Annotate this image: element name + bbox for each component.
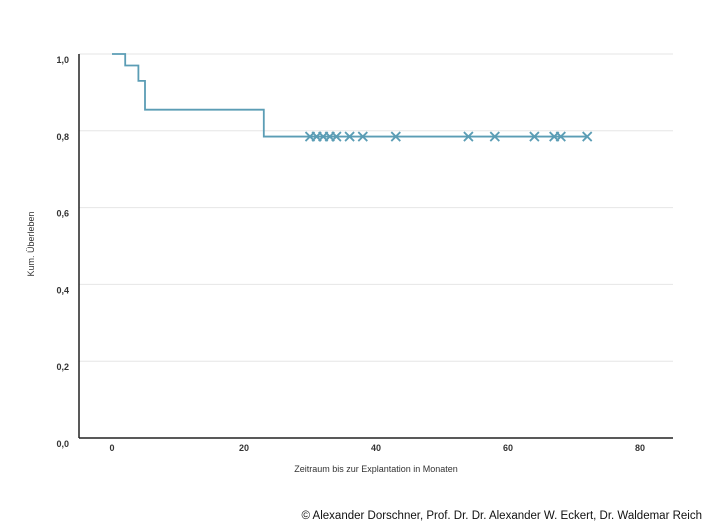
y-tick-label: 1,0 xyxy=(56,55,69,65)
x-tick-labels: 0 20 40 60 80 xyxy=(109,443,645,453)
y-tick-label: 0,6 xyxy=(56,209,69,219)
censor-mark xyxy=(390,131,401,142)
y-axis-title: Kum. Überleben xyxy=(26,211,36,276)
y-tick-label: 0,2 xyxy=(56,362,69,372)
series-group xyxy=(112,53,593,142)
x-tick-label: 20 xyxy=(239,443,249,453)
censor-mark xyxy=(357,131,368,142)
y-tick-labels: 0,0 0,2 0,4 0,6 0,8 1,0 xyxy=(56,55,69,449)
x-tick-label: 60 xyxy=(503,443,513,453)
y-tick-label: 0,8 xyxy=(56,132,69,142)
x-tick-label: 0 xyxy=(109,443,114,453)
x-tick-label: 80 xyxy=(635,443,645,453)
x-tick-label: 40 xyxy=(371,443,381,453)
y-tick-label: 0,4 xyxy=(56,285,69,295)
gridlines xyxy=(79,53,673,362)
censor-mark xyxy=(331,131,342,142)
censor-mark xyxy=(344,131,355,142)
censor-mark xyxy=(463,131,474,142)
copyright-notice: © Alexander Dorschner, Prof. Dr. Dr. Ale… xyxy=(301,510,702,522)
censor-mark xyxy=(555,131,566,142)
survival-step-line xyxy=(112,53,588,138)
x-axis-title: Zeitraum bis zur Explantation in Monaten xyxy=(294,464,458,474)
censor-mark xyxy=(489,131,500,142)
censor-mark xyxy=(582,131,593,142)
censor-mark xyxy=(529,131,540,142)
y-tick-label: 0,0 xyxy=(56,439,69,449)
